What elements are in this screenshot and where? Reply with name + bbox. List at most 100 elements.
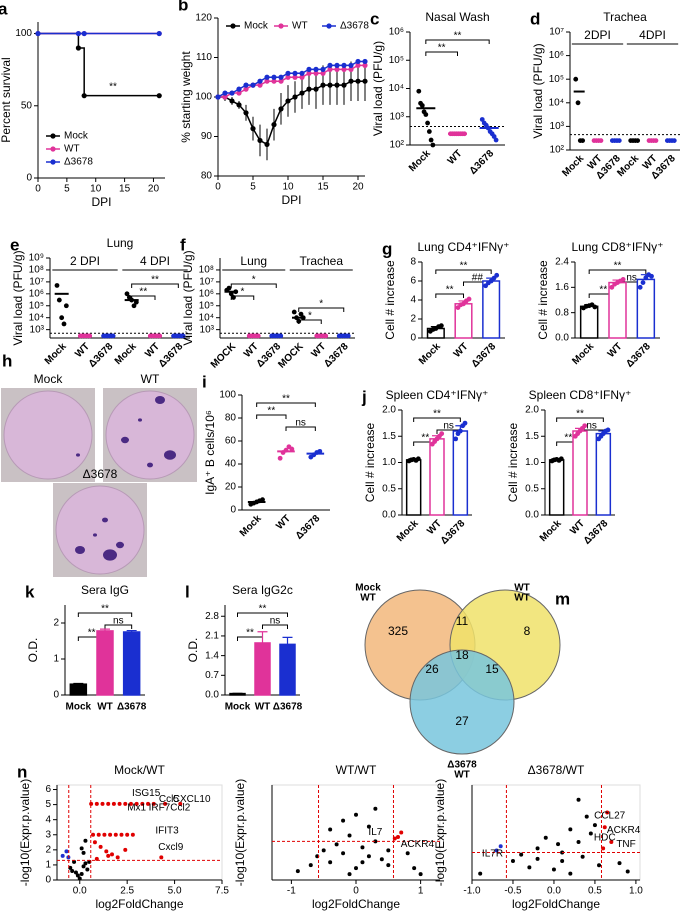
plaque-spot bbox=[76, 453, 80, 457]
gene-point bbox=[77, 876, 82, 881]
gene-point bbox=[94, 801, 99, 806]
data-point bbox=[580, 138, 586, 144]
gene-point bbox=[70, 868, 75, 873]
data-point bbox=[640, 280, 646, 285]
significance-label: ns bbox=[113, 616, 124, 627]
significance-bracket bbox=[556, 417, 604, 422]
data-point bbox=[453, 436, 459, 442]
y-tick-label: 10⁶ bbox=[199, 288, 214, 299]
series-marker bbox=[320, 82, 326, 88]
gene-point bbox=[113, 832, 118, 837]
series-marker bbox=[292, 94, 298, 100]
series-marker bbox=[81, 30, 87, 37]
gene-point bbox=[92, 840, 97, 845]
y-tick-label: 0.0 bbox=[555, 333, 569, 344]
x-tick-label: Δ3678 bbox=[117, 702, 147, 713]
gene-point bbox=[576, 840, 581, 844]
significance-bracket bbox=[298, 307, 345, 312]
significance-label: ** bbox=[599, 285, 607, 296]
significance-label: ** bbox=[446, 285, 454, 296]
chart-title: Nasal Wash bbox=[425, 10, 489, 24]
series-marker bbox=[348, 62, 354, 68]
gene-point bbox=[347, 833, 352, 838]
gene-point bbox=[125, 832, 130, 837]
chart-title: Sera IgG bbox=[81, 583, 129, 597]
x-tick-label: Mock bbox=[560, 153, 586, 179]
series-marker bbox=[264, 74, 270, 80]
significance-label: ns bbox=[295, 418, 306, 429]
chart-title: Spleen CD8⁺IFNγ⁺ bbox=[529, 388, 632, 402]
x-tick-label: 0.5 bbox=[588, 886, 602, 897]
bar bbox=[429, 438, 445, 516]
panel-letter: j bbox=[361, 387, 367, 406]
gene-point bbox=[568, 871, 573, 876]
y-axis-label: Percent survival bbox=[0, 57, 13, 142]
y-tick-label: 3 bbox=[45, 829, 51, 840]
series-marker bbox=[313, 66, 319, 72]
x-tick-label: Δ3678 bbox=[439, 518, 468, 547]
x-tick-label: Δ3678 bbox=[624, 341, 653, 370]
gene-point bbox=[543, 835, 548, 840]
gene-point bbox=[584, 814, 589, 819]
gene-point bbox=[617, 861, 622, 866]
y-tick-label: 40 bbox=[225, 459, 237, 470]
legend-label: Δ3678 bbox=[340, 21, 369, 32]
bar bbox=[595, 432, 612, 516]
y-tick-label: 80 bbox=[201, 171, 213, 182]
series-marker bbox=[334, 62, 340, 68]
data-point bbox=[462, 420, 468, 426]
data-point bbox=[296, 318, 302, 324]
y-tick-label: 2 bbox=[53, 618, 59, 629]
x-tick-label: Mock bbox=[538, 518, 564, 544]
x-tick-label: 10 bbox=[282, 182, 294, 193]
gene-point bbox=[123, 847, 128, 852]
y-tick-label: 4 bbox=[45, 814, 51, 825]
data-point bbox=[643, 275, 649, 281]
panel-letter: h bbox=[2, 351, 12, 370]
significance-bracket bbox=[256, 402, 316, 407]
data-point bbox=[289, 446, 295, 452]
bar bbox=[254, 642, 271, 696]
data-point bbox=[573, 76, 579, 82]
x-tick-label: 0 bbox=[35, 184, 41, 195]
x-tick-label: 5 bbox=[250, 182, 256, 193]
gene-label: ACKR4 bbox=[401, 839, 435, 850]
chart-title: Spleen CD4⁺IFNγ⁺ bbox=[386, 388, 489, 402]
significance-bracket bbox=[230, 283, 277, 288]
panel-letter: a bbox=[0, 0, 8, 18]
plaque-spot bbox=[93, 533, 97, 537]
significance-bracket bbox=[413, 417, 461, 422]
gene-point bbox=[123, 801, 128, 806]
legend-marker bbox=[278, 23, 284, 29]
plate-well bbox=[3, 390, 93, 480]
gene-label: Ccl2 bbox=[170, 802, 190, 813]
group-label: Trachea bbox=[299, 254, 343, 268]
y-axis-label: Viral load (PFU/g) bbox=[181, 250, 195, 345]
annotation: ** bbox=[109, 82, 117, 93]
data-point bbox=[226, 285, 232, 291]
bar bbox=[608, 281, 627, 339]
significance-label: ** bbox=[460, 261, 468, 272]
venn-set-label: WT bbox=[514, 583, 530, 594]
y-tick-label: 1.0 bbox=[382, 457, 396, 468]
significance-label: * bbox=[241, 287, 245, 298]
gene-point bbox=[568, 827, 573, 832]
gene-point bbox=[73, 870, 78, 875]
gene-point bbox=[68, 865, 73, 870]
panel-letter: e bbox=[10, 235, 19, 254]
series-marker bbox=[362, 62, 368, 68]
series-marker bbox=[348, 66, 354, 72]
series-marker bbox=[257, 78, 263, 84]
gene-point bbox=[159, 855, 164, 860]
gene-point bbox=[134, 801, 139, 806]
chart-title: Lung CD4⁺IFNγ⁺ bbox=[417, 240, 509, 254]
series-marker bbox=[271, 74, 277, 80]
y-tick-label: 10⁸ bbox=[29, 265, 44, 276]
data-point bbox=[605, 427, 611, 433]
venn-set-label: Δ3678 bbox=[447, 760, 477, 771]
legend-label: WT bbox=[64, 144, 80, 155]
venn-region-count: 26 bbox=[425, 662, 439, 676]
gene-point bbox=[85, 867, 90, 872]
significance-label: * bbox=[319, 299, 323, 310]
significance-label: ** bbox=[433, 409, 441, 420]
